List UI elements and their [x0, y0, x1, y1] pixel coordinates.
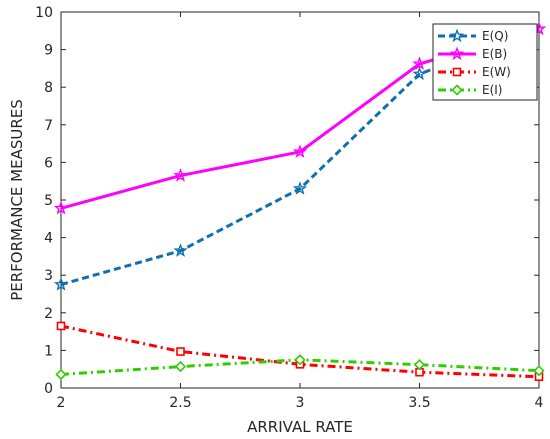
data-point [294, 354, 306, 366]
legend-marker [452, 67, 462, 77]
legend-entry: E(W) [438, 65, 511, 79]
data-point [174, 360, 187, 373]
data-point [413, 359, 426, 371]
data-point [53, 200, 69, 215]
data-point [176, 347, 185, 356]
y-axis: 0 1 2 3 4 5 6 7 8 9 10 [35, 5, 539, 397]
y-tick-label: 3 [44, 268, 53, 284]
x-tick-label: 2 [57, 395, 66, 411]
data-point [292, 181, 308, 195]
x-axis-label: ARRIVAL RATE [247, 418, 353, 436]
y-tick-label: 7 [44, 118, 53, 134]
data-point [292, 144, 308, 158]
y-tick-label: 2 [44, 306, 53, 322]
legend-label: E(B) [482, 47, 507, 61]
y-tick-label: 5 [44, 193, 53, 209]
legend-marker [449, 28, 465, 43]
data-point [173, 243, 188, 257]
legend: E(Q) E(B) E(W) E(I) [432, 23, 538, 101]
y-axis-label: PERFORMANCE MEASURES [8, 99, 26, 301]
y-tick-label: 9 [44, 43, 53, 59]
series-3 [55, 354, 545, 381]
y-tick-label: 0 [44, 381, 53, 397]
data-point [412, 56, 427, 70]
series-line [60, 324, 540, 379]
legend-label: E(W) [482, 65, 511, 79]
legend-label: E(Q) [482, 29, 508, 43]
legend-label: E(I) [482, 83, 502, 97]
legend-entry: E(Q) [438, 28, 508, 43]
x-tick-label: 3.5 [408, 395, 430, 411]
y-tick-label: 10 [35, 5, 53, 21]
y-tick-label: 6 [44, 155, 53, 171]
data-point [53, 277, 69, 291]
x-tick-label: 3 [296, 395, 305, 411]
data-point [173, 168, 188, 182]
x-tick-label: 4 [535, 395, 544, 411]
x-axis: 2 2.5 3 3.5 4 [57, 12, 544, 411]
y-tick-label: 1 [44, 343, 53, 359]
x-tick-label: 2.5 [169, 395, 191, 411]
y-tick-label: 8 [44, 80, 53, 96]
data-point [412, 66, 427, 81]
legend-marker [451, 84, 463, 96]
legend-marker [449, 46, 465, 61]
legend-entry: E(I) [438, 83, 502, 97]
data-point [55, 368, 67, 381]
y-tick-label: 4 [44, 231, 53, 247]
data-point [533, 365, 545, 377]
legend-entry: E(B) [438, 46, 507, 61]
data-point [56, 321, 66, 331]
